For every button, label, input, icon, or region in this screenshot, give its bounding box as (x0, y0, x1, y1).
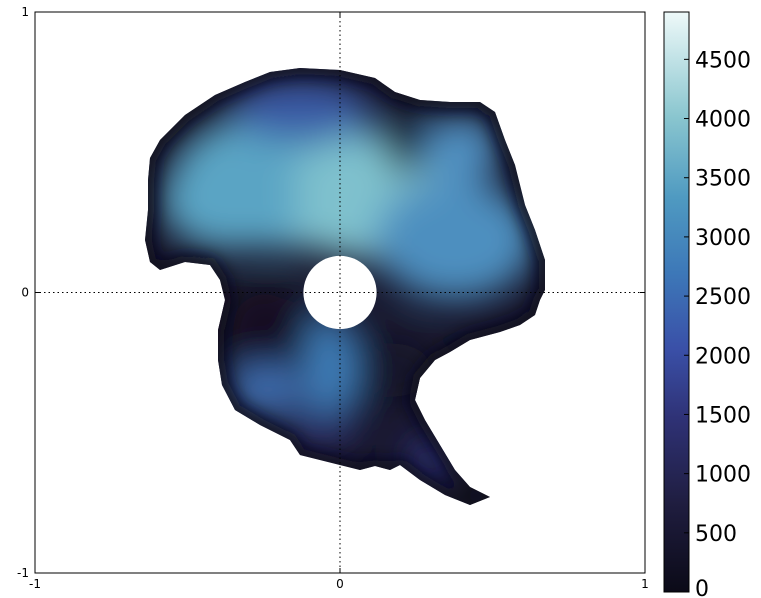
colorbar-tick-label: 3500 (695, 167, 751, 192)
y-axis: -1 0 1 (17, 5, 645, 580)
colorbar-tick-label: 4000 (695, 108, 751, 133)
y-tick-label: -1 (17, 566, 29, 580)
colorbar-tick-label: 2500 (695, 285, 751, 310)
colorbar-tick-label: 500 (695, 522, 737, 547)
colorbar-tick-label: 1500 (695, 403, 751, 428)
x-tick-label: -1 (29, 577, 41, 591)
colorbar-tick-label: 0 (695, 577, 709, 598)
x-tick-label: 1 (641, 577, 649, 591)
x-tick-label: 0 (336, 577, 344, 591)
x-axis: -1 0 1 (29, 12, 649, 591)
colorbar-tick-label: 3000 (695, 226, 751, 251)
y-tick-label: 0 (21, 286, 29, 300)
y-tick-label: 1 (21, 5, 29, 19)
colorbar-tick-label: 1000 (695, 463, 751, 488)
colorbar (663, 11, 690, 593)
colorbar-tick-label: 2000 (695, 344, 751, 369)
colorbar-tick-label: 4500 (695, 48, 751, 73)
colorbar-axis: 0 500 1000 1500 2000 2500 3000 3500 4000 4500 (684, 48, 751, 598)
